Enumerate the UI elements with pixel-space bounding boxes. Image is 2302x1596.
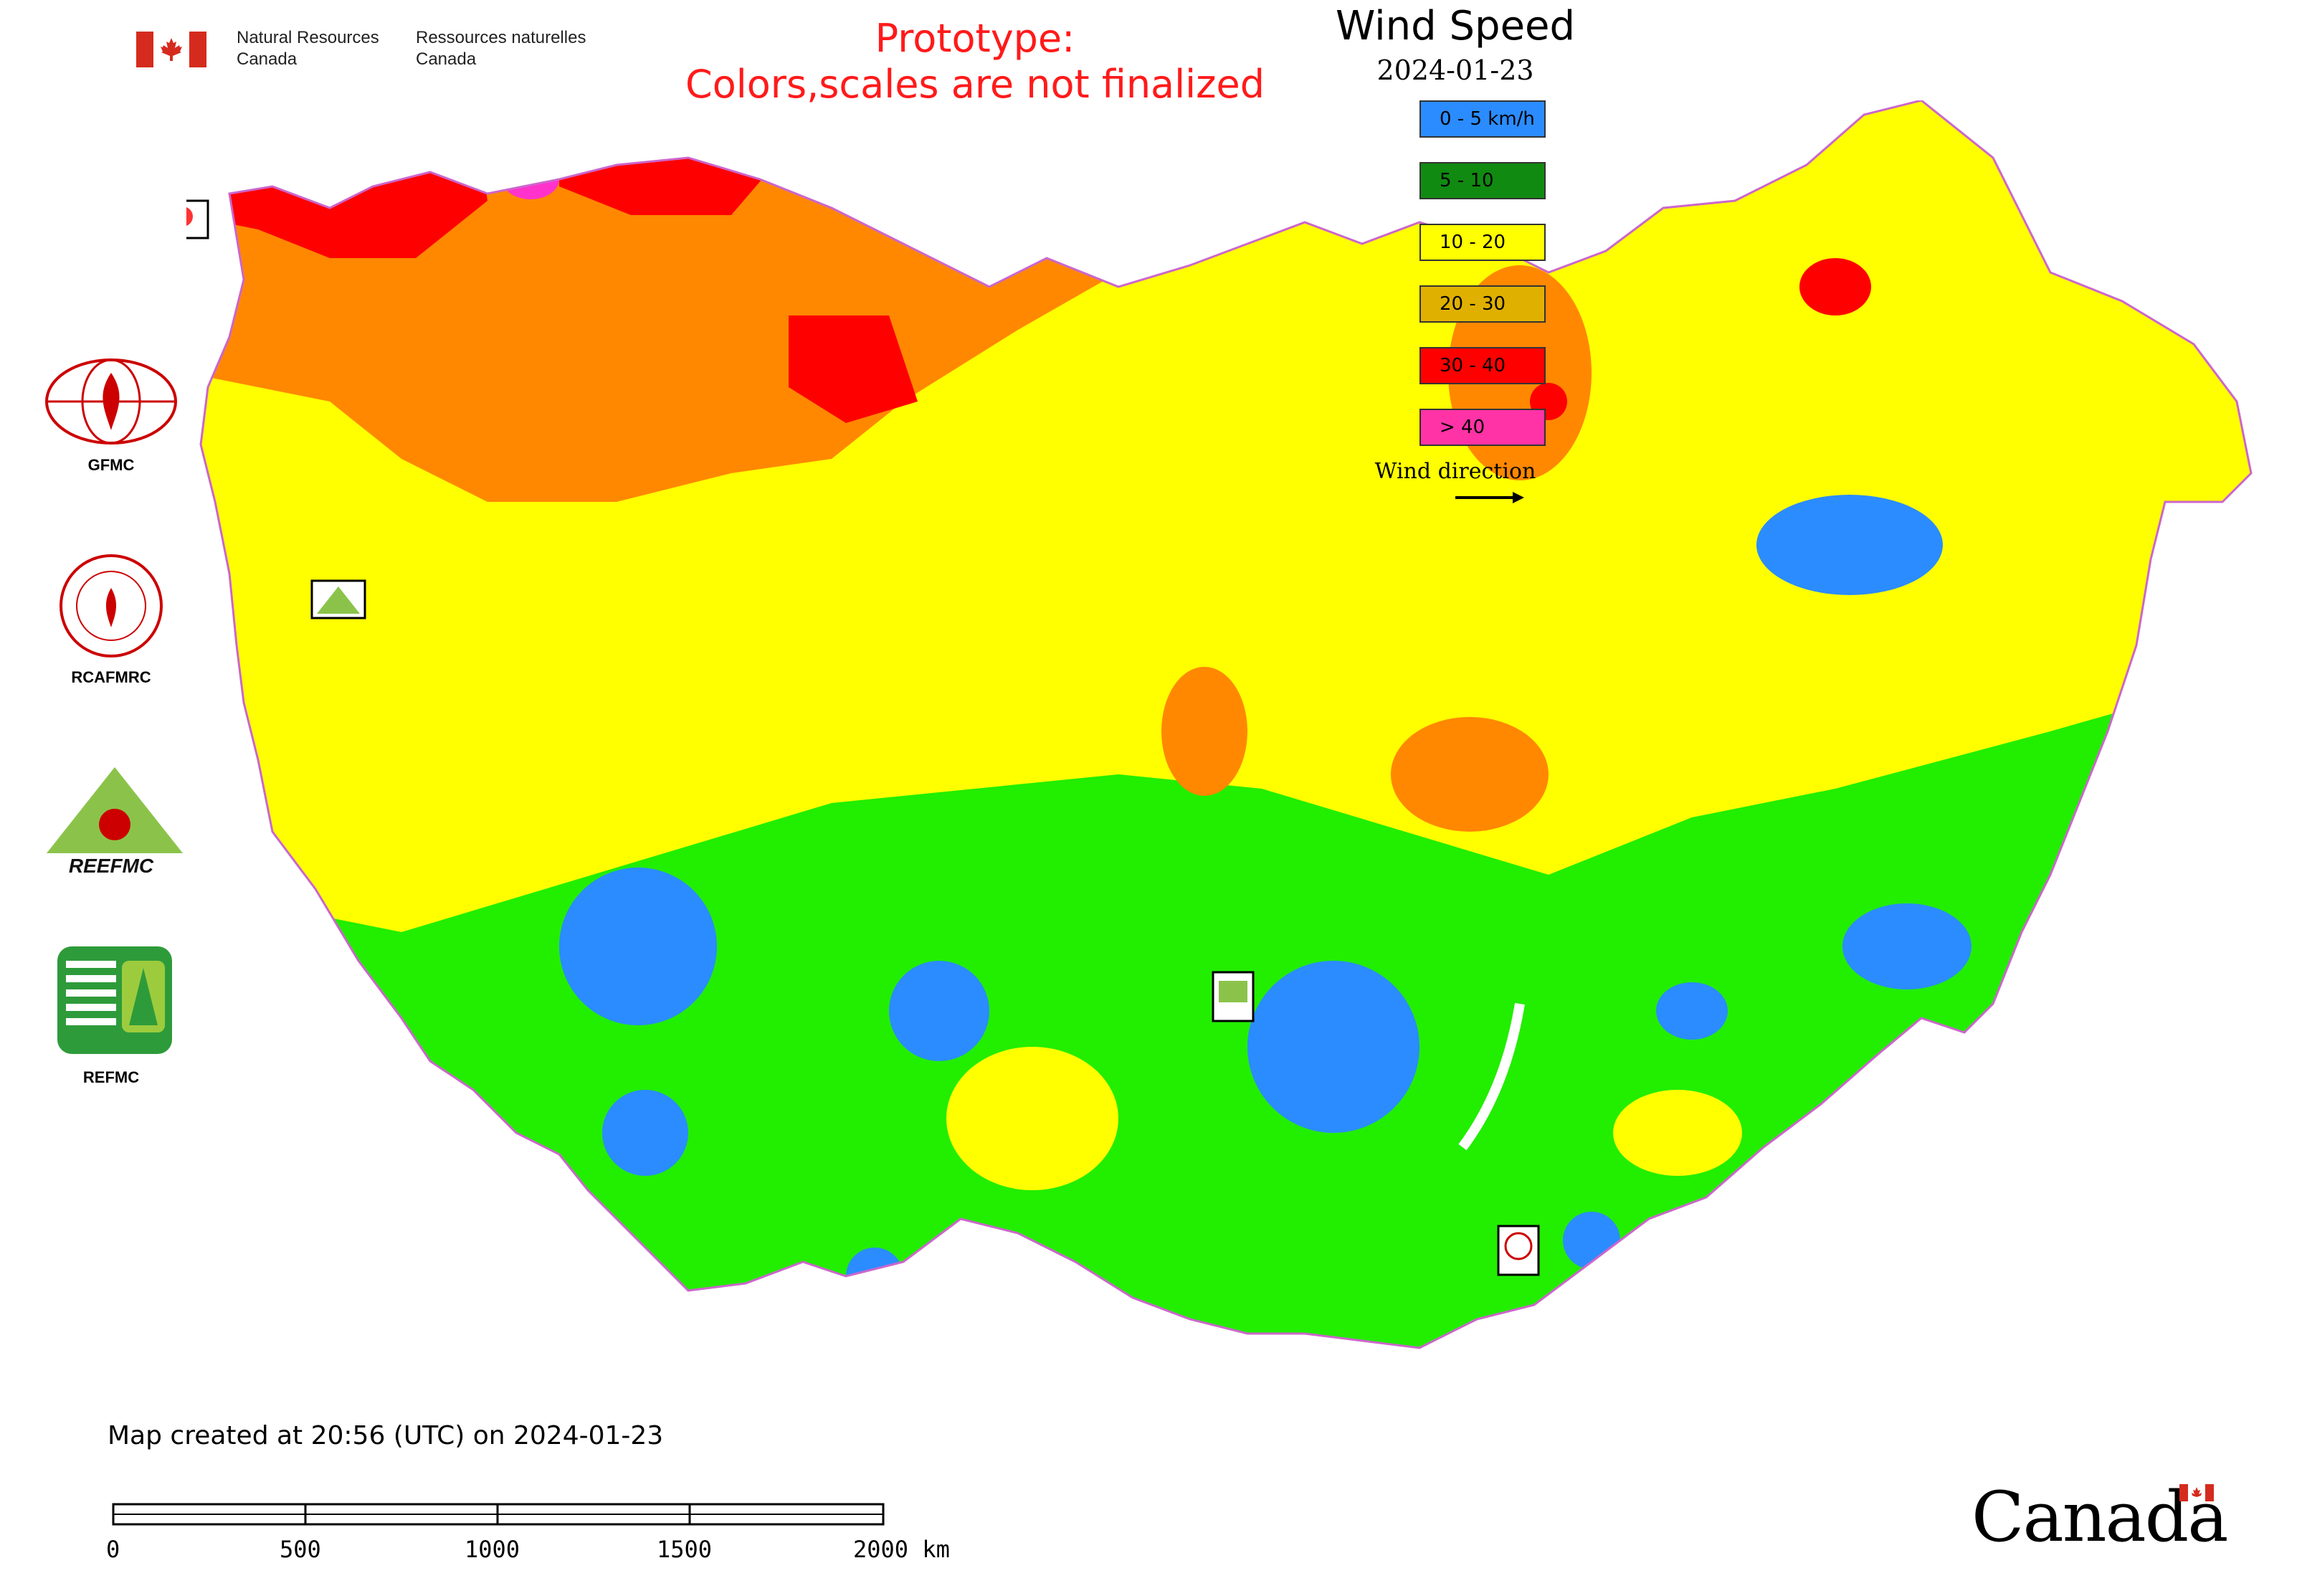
refmc-label: REFMC: [82, 1068, 140, 1086]
reefmc-label: REEFMC: [68, 855, 154, 877]
wind-direction-label: Wind direction: [1374, 459, 1536, 484]
legend-item-30-40: 30 - 40: [1419, 347, 1546, 384]
map-zone-red-southeast: [2258, 903, 2301, 1104]
agency-en-line1: Natural Resources: [237, 28, 379, 47]
map-zone-magenta-southeast: [2258, 1083, 2301, 1154]
rcafmrc-label: RCAFMRC: [71, 668, 151, 686]
scale-label-1500: 1500: [657, 1536, 713, 1563]
prototype-notice: Prototype: Colors,scales are not finaliz…: [645, 16, 1305, 108]
map-zone-blue-2: [889, 961, 989, 1061]
agency-en-line2: Canada: [237, 49, 298, 69]
wind-direction-arrow-icon: [1455, 492, 1524, 503]
prototype-line2: Colors,scales are not finalized: [685, 62, 1265, 107]
gfmc-globe-flame-icon: [39, 358, 183, 452]
map-zone-red-peninsula: [789, 315, 918, 423]
agency-name-english: Natural Resources Canada: [237, 27, 379, 70]
gfmc-marker-icon: [186, 199, 209, 239]
map-zone-blue-6: [1656, 982, 1728, 1040]
legend-item-0-5: 0 - 5 km/h: [1419, 100, 1546, 138]
gfmc-label: GFMC: [87, 456, 135, 474]
legend-date: 2024-01-23: [1376, 54, 1534, 86]
country-border: [199, 100, 2253, 1349]
legend-item-over-40: > 40: [1419, 409, 1546, 446]
scale-label-500: 500: [280, 1536, 321, 1563]
map-zone-blue-1: [559, 868, 717, 1025]
map-zone-red-northwest: [201, 100, 487, 258]
scale-label-1000: 1000: [465, 1536, 520, 1563]
legend-item-5-10: 5 - 10: [1419, 162, 1546, 199]
agency-fr-line2: Canada: [416, 49, 477, 69]
lake-baikal: [1458, 1002, 1525, 1151]
map-zone-blue-3: [1247, 961, 1419, 1133]
scale-bar: 0 500 1000 1500 2000 km: [100, 1498, 975, 1570]
government-signature: Natural Resources Canada Ressources natu…: [136, 26, 667, 76]
reefmc-marker-icon: [310, 579, 366, 619]
rcafmrc-marker-icon: [1497, 1225, 1540, 1276]
prototype-line1: Prototype:: [875, 16, 1075, 61]
map-zone-yellow-south: [946, 1047, 1118, 1190]
map-zone-red-chukotka: [1799, 258, 1871, 315]
map-zone-blue-7: [602, 1090, 688, 1176]
legend-item-10-20: 10 - 20: [1419, 224, 1546, 261]
legend-title: Wind Speed: [1335, 3, 1576, 49]
wind-speed-map: [186, 100, 2301, 1349]
refmc-marker-icon: [1212, 971, 1255, 1022]
map-created-timestamp: Map created at 20:56 (UTC) on 2024-01-23: [108, 1421, 664, 1450]
map-zone-blue-4: [1756, 495, 1943, 595]
map-zone-orange-central: [1391, 717, 1549, 832]
legend: Wind Speed 2024-01-23 0 - 5 km/h 5 - 10 …: [1290, 3, 1663, 519]
refmc-emblem-icon: [57, 946, 172, 1054]
legend-item-20-30: 20 - 30: [1419, 285, 1546, 323]
map-zone-magenta-north: [502, 159, 559, 199]
rcafmrc-seal-icon: [57, 552, 165, 660]
map-zone-blue-8: [846, 1248, 903, 1305]
map-zone-blue-5: [1842, 903, 1972, 989]
canada-flag-icon: [136, 32, 206, 67]
map-zone-orange-small: [1161, 667, 1247, 796]
canada-wordmark-flag-icon: [2179, 1484, 2214, 1501]
reefmc-triangle-icon: [39, 767, 190, 875]
agency-fr-line1: Ressources naturelles: [416, 28, 586, 47]
agency-name-french: Ressources naturelles Canada: [416, 27, 586, 70]
scale-label-0: 0: [106, 1536, 120, 1563]
map-zone-blue-9: [1563, 1212, 1620, 1269]
scale-label-2000: 2000 km: [853, 1536, 950, 1563]
map-zone-yellow-southeast: [1613, 1090, 1742, 1176]
